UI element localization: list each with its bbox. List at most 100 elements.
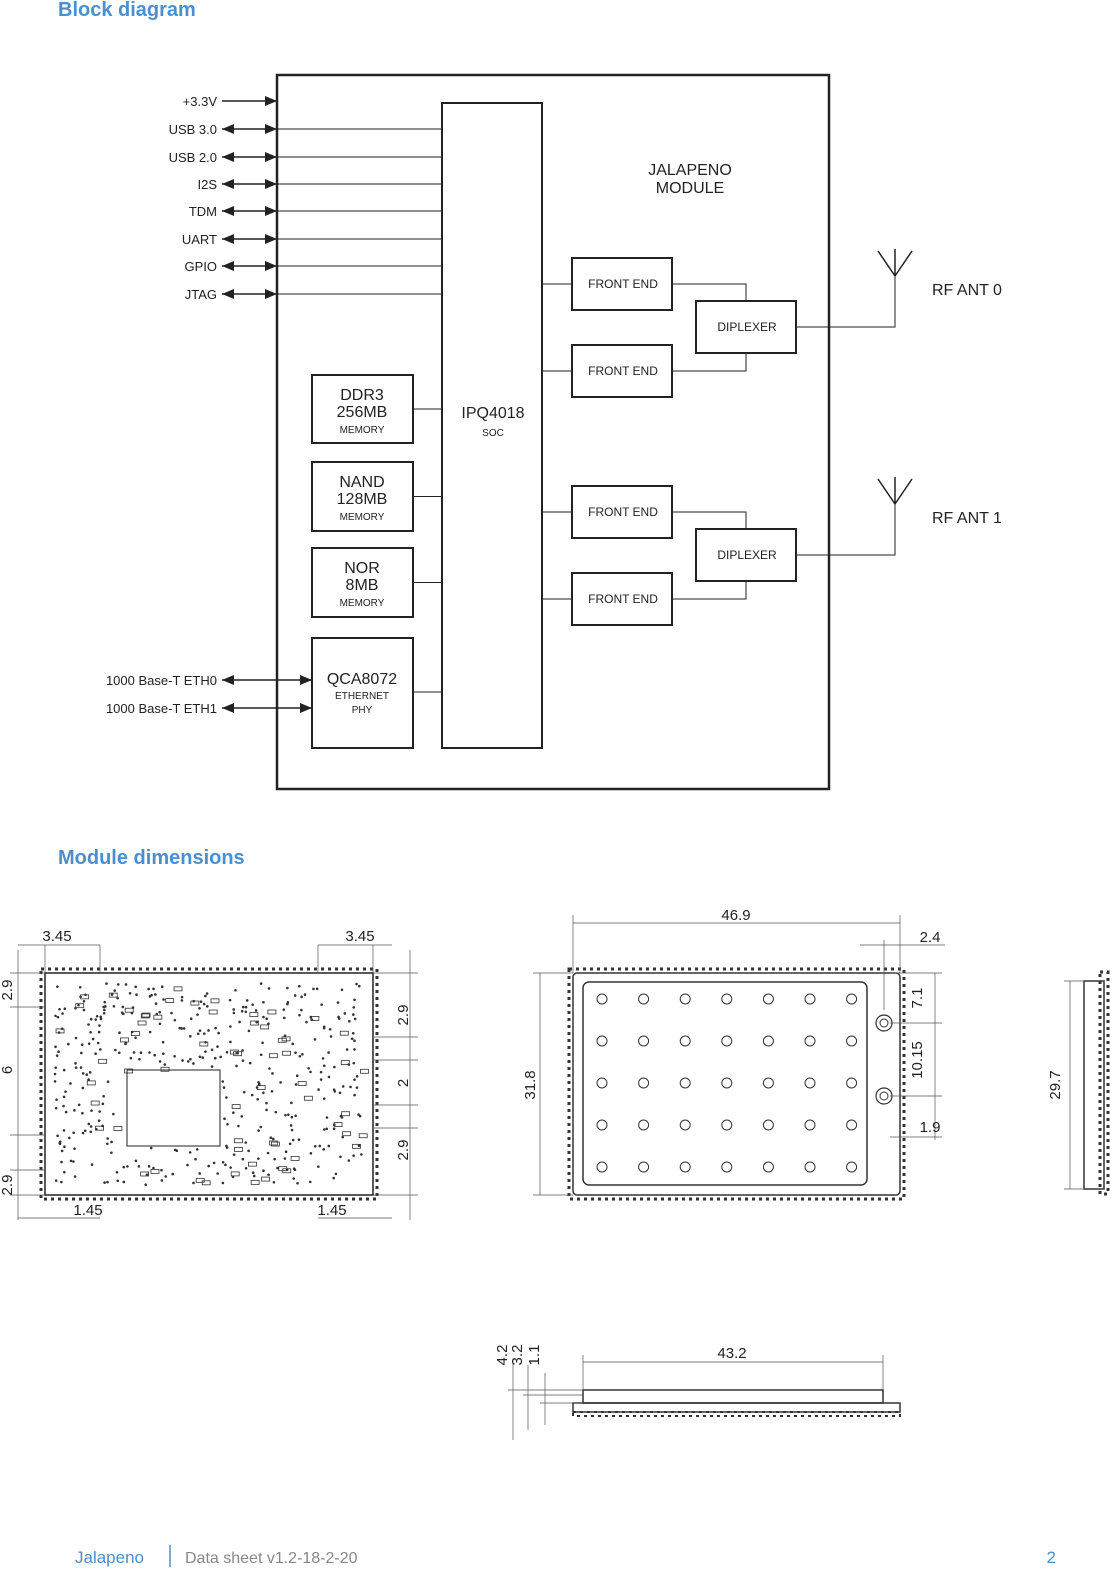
arrow-head: [265, 234, 277, 244]
shield-hole: [679, 1119, 691, 1131]
pcb-via: [63, 1145, 66, 1149]
pcb-via: [232, 1008, 235, 1011]
pcb-via: [357, 1113, 360, 1116]
pcb-via: [55, 1054, 59, 1057]
pcb-via: [250, 1093, 254, 1097]
shield-hole: [721, 993, 733, 1005]
pcb-via: [225, 1096, 228, 1099]
pcb-via: [60, 1180, 63, 1184]
pcb-via: [73, 1175, 77, 1178]
pcb-via: [148, 1030, 152, 1034]
pcb-component: [340, 1060, 350, 1065]
pcb-via: [112, 1112, 115, 1116]
arrow-head: [222, 289, 234, 299]
pcb-via: [327, 1075, 331, 1079]
pcb-via: [272, 1180, 276, 1184]
pcb-component: [95, 1125, 105, 1131]
pcb-via: [69, 1159, 73, 1163]
pcb-via: [56, 985, 59, 988]
pcb-via: [291, 1042, 295, 1046]
pcb-via: [171, 1172, 175, 1176]
dimension-label: 1.45: [73, 1202, 102, 1219]
pcb-via: [259, 1053, 263, 1057]
pcb-via: [106, 1180, 109, 1184]
pcb-via: [99, 1015, 103, 1019]
pcb-via: [292, 1167, 296, 1171]
pcb-via: [244, 1166, 248, 1170]
pcb-via: [198, 1172, 202, 1175]
pcb-via: [98, 1110, 101, 1113]
footer-product: Jalapeno: [75, 1548, 144, 1567]
pcb-via: [198, 1055, 202, 1059]
pcb-via: [216, 1045, 219, 1048]
pcb-via: [224, 1163, 227, 1167]
pcb-via: [54, 1066, 58, 1069]
pcb-via: [180, 1027, 184, 1030]
pcb-via: [202, 1002, 206, 1006]
pcb-component: [230, 1171, 240, 1177]
pcb-via: [73, 1109, 76, 1112]
pcb-via: [138, 1057, 141, 1061]
pcb-via: [62, 1068, 66, 1072]
pcb-via: [351, 1032, 355, 1035]
pcb-component: [341, 1111, 350, 1117]
pcb-via: [247, 1029, 251, 1033]
pcb-chip: [126, 1069, 221, 1147]
pcb-via: [161, 1040, 165, 1044]
pcb-via: [173, 1054, 176, 1058]
pcb-via: [77, 1003, 80, 1007]
connector: [672, 581, 747, 600]
pcb-component: [201, 1180, 211, 1186]
pcb-via: [203, 1032, 206, 1035]
pcb-via: [137, 1165, 141, 1168]
pcb-via: [128, 991, 132, 995]
pcb-via: [337, 1017, 341, 1020]
pcb-via: [63, 1007, 67, 1011]
pcb-via: [204, 1041, 207, 1044]
pcb-via: [290, 1115, 294, 1119]
shield-outline: [572, 972, 901, 1196]
pcb-via: [340, 988, 344, 992]
pcb-via: [210, 1065, 214, 1068]
pcb-component: [195, 1177, 205, 1183]
soc-name: IPQ4018: [461, 405, 524, 422]
pcb-via: [54, 1045, 57, 1049]
pcb-via: [257, 1157, 260, 1160]
dimension-label: 4.2: [494, 1345, 511, 1366]
pcb-via: [294, 1051, 297, 1054]
shield-hole: [679, 1077, 691, 1089]
connector: [796, 276, 896, 328]
pcb-via: [96, 1041, 100, 1045]
pcb-via: [241, 1005, 245, 1009]
dimension-label: 43.2: [717, 1345, 746, 1362]
section-heading: Block diagram: [58, 0, 196, 21]
side-profile: [1083, 980, 1105, 1190]
pcb-via: [102, 1011, 106, 1015]
diplexer-label: DIPLEXER: [717, 548, 777, 562]
pcb-component: [267, 1009, 277, 1015]
pcb-via: [194, 1157, 197, 1161]
pcb-via: [154, 1002, 158, 1005]
pcb-via: [72, 1160, 75, 1163]
pcb-via: [160, 1179, 164, 1182]
interface-label: +3.3V: [183, 94, 218, 109]
pcb-component: [165, 998, 175, 1003]
pcb-via: [259, 1125, 263, 1129]
pcb-via: [80, 1051, 83, 1055]
pcb-via: [341, 1135, 344, 1139]
pcb-via: [145, 1173, 149, 1176]
pcb-via: [118, 1031, 121, 1035]
pcb-via: [74, 1062, 77, 1065]
connector: [672, 511, 747, 529]
pcb-via: [319, 1078, 323, 1081]
pcb-via: [293, 994, 297, 997]
pcb-component: [261, 1176, 270, 1182]
pcb-via: [333, 1065, 336, 1069]
pcb-via: [289, 1124, 293, 1127]
pcb-via: [88, 1071, 92, 1074]
pcb-via: [120, 1011, 124, 1014]
pcb-via: [301, 1052, 304, 1056]
pcb-component: [282, 1050, 291, 1056]
pcb-via: [81, 1072, 85, 1075]
pcb-via: [189, 1057, 192, 1061]
